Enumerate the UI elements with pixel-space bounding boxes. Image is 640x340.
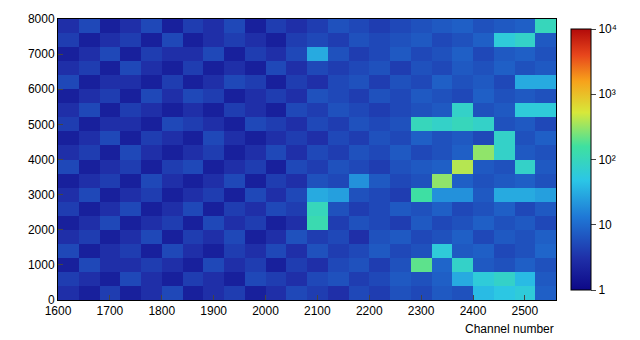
svg-text:2000: 2000 — [252, 304, 279, 318]
svg-text:10: 10 — [598, 218, 612, 232]
svg-text:1600: 1600 — [45, 304, 72, 318]
svg-text:2500: 2500 — [512, 304, 539, 318]
svg-text:2400: 2400 — [460, 304, 487, 318]
svg-text:7000: 7000 — [28, 47, 55, 61]
svg-text:1000: 1000 — [28, 258, 55, 272]
svg-text:1800: 1800 — [148, 304, 175, 318]
svg-text:6000: 6000 — [28, 82, 55, 96]
svg-text:1: 1 — [598, 283, 605, 297]
svg-text:10⁴: 10⁴ — [598, 22, 617, 36]
svg-text:1700: 1700 — [97, 304, 124, 318]
svg-text:10²: 10² — [598, 153, 615, 167]
svg-text:2000: 2000 — [28, 223, 55, 237]
svg-text:8000: 8000 — [28, 12, 55, 26]
svg-text:10³: 10³ — [598, 87, 615, 101]
svg-text:5000: 5000 — [28, 118, 55, 132]
svg-text:2300: 2300 — [408, 304, 435, 318]
svg-text:1900: 1900 — [200, 304, 227, 318]
svg-text:3000: 3000 — [28, 188, 55, 202]
svg-text:0: 0 — [48, 293, 55, 307]
svg-text:4000: 4000 — [28, 153, 55, 167]
svg-text:2100: 2100 — [304, 304, 331, 318]
svg-text:2200: 2200 — [356, 304, 383, 318]
svg-text:Channel number: Channel number — [465, 322, 554, 336]
